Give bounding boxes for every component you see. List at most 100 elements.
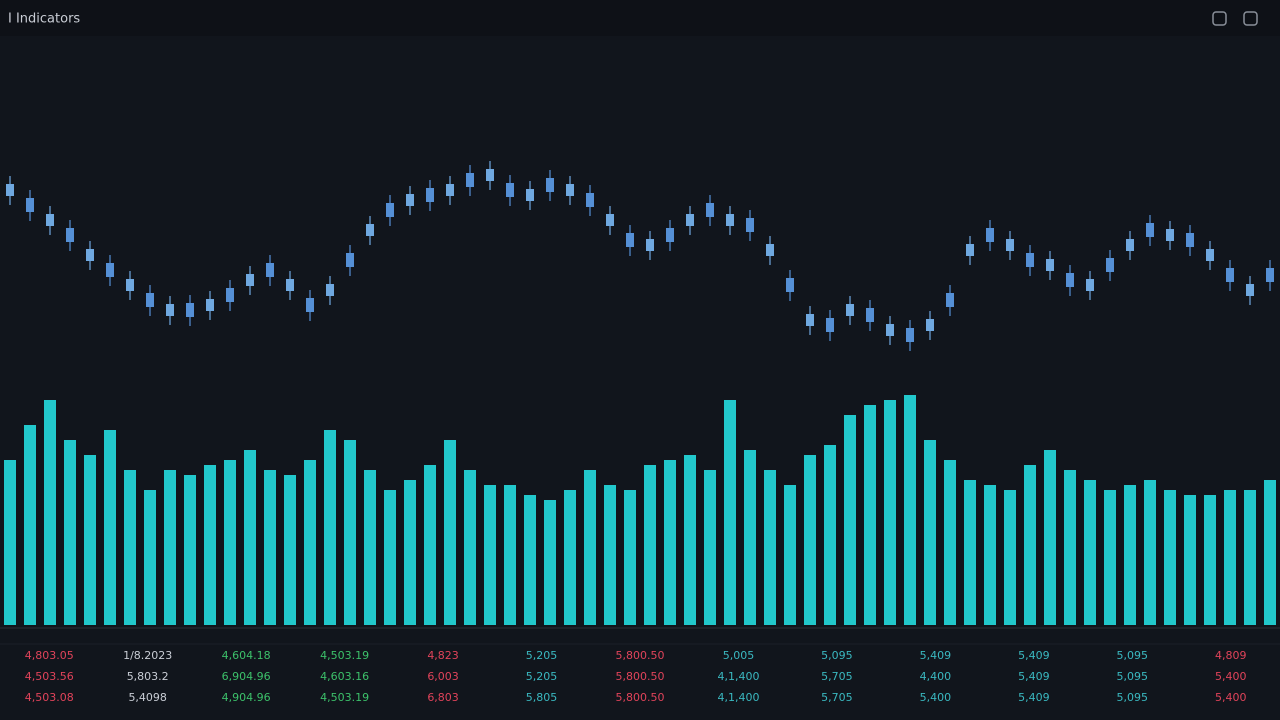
indicator-title[interactable]: I Indicators (8, 12, 80, 27)
volume-bar (1144, 480, 1156, 625)
candle-body (526, 189, 534, 201)
volume-bar (1164, 490, 1176, 625)
candle-body (406, 194, 414, 206)
volume-bar (264, 470, 276, 625)
candle-body (446, 184, 454, 196)
footer-value: 5,400 (920, 691, 952, 704)
volume-bar (704, 470, 716, 625)
volume-bar (184, 475, 196, 625)
volume-bar (1204, 495, 1216, 625)
candle-body (206, 299, 214, 311)
footer-value: 5,095 (1117, 649, 1149, 662)
candle-body (926, 319, 934, 331)
volume-bar (1184, 495, 1196, 625)
candle-body (566, 184, 574, 196)
footer-value: 5,4098 (128, 691, 167, 704)
candle-body (1186, 233, 1194, 247)
volume-bar (404, 480, 416, 625)
volume-bar (684, 455, 696, 625)
candle-body (846, 304, 854, 316)
volume-bar (164, 470, 176, 625)
footer-value: 4,904.96 (222, 691, 271, 704)
volume-bar (784, 485, 796, 625)
candle-body (686, 214, 694, 226)
candle-body (426, 188, 434, 202)
candle-body (246, 274, 254, 286)
footer-value: 5,803.2 (127, 670, 169, 683)
candle-body (66, 228, 74, 242)
candle-body (1166, 229, 1174, 241)
volume-bar (1224, 490, 1236, 625)
volume-bar (124, 470, 136, 625)
footer-value: 5,400 (1215, 670, 1247, 683)
footer-value: 5,705 (821, 670, 853, 683)
footer-value: 5,400 (1215, 691, 1247, 704)
volume-bar (284, 475, 296, 625)
footer-value: 5,805 (526, 691, 558, 704)
volume-bar (1084, 480, 1096, 625)
footer-value: 5,005 (723, 649, 755, 662)
volume-bar (304, 460, 316, 625)
volume-bar (24, 425, 36, 625)
settings-icon[interactable] (1212, 11, 1227, 26)
volume-bar (604, 485, 616, 625)
volume-bar (824, 445, 836, 625)
candle-body (966, 244, 974, 256)
volume-bar (844, 415, 856, 625)
candle-body (326, 284, 334, 296)
volume-bar (244, 450, 256, 625)
volume-bar (944, 460, 956, 625)
volume-bar (144, 490, 156, 625)
volume-bar (764, 470, 776, 625)
volume-bar (84, 455, 96, 625)
candle-body (1146, 223, 1154, 237)
footer-value: 4,503.56 (25, 670, 74, 683)
candle-body (986, 228, 994, 242)
candle-body (546, 178, 554, 192)
candle-body (766, 244, 774, 256)
volume-bar (864, 405, 876, 625)
volume-bar (1124, 485, 1136, 625)
close-icon[interactable] (1243, 11, 1258, 26)
candle-body (86, 249, 94, 261)
volume-bar (924, 440, 936, 625)
candle-body (1266, 268, 1274, 282)
candle-body (486, 169, 494, 181)
candle-body (266, 263, 274, 277)
candle-body (786, 278, 794, 292)
candle-body (106, 263, 114, 277)
candle-body (146, 293, 154, 307)
footer-value: 5,409 (1018, 670, 1050, 683)
footer-value: 4,809 (1215, 649, 1247, 662)
candle-body (286, 279, 294, 291)
volume-bar (1244, 490, 1256, 625)
candle-body (506, 183, 514, 197)
volume-bar (964, 480, 976, 625)
candle-body (366, 224, 374, 236)
candle-body (606, 214, 614, 226)
candle-body (906, 328, 914, 342)
candle-body (1206, 249, 1214, 261)
volume-bar (424, 465, 436, 625)
volume-bar (44, 400, 56, 625)
footer-value: 4,603.16 (320, 670, 369, 683)
candle-body (306, 298, 314, 312)
candle-body (826, 318, 834, 332)
candle-body (1126, 239, 1134, 251)
volume-bar (884, 400, 896, 625)
footer-value: 4,1,400 (717, 670, 759, 683)
volume-bar (104, 430, 116, 625)
volume-bar (204, 465, 216, 625)
footer-value: 5,095 (821, 649, 853, 662)
volume-bar (1104, 490, 1116, 625)
candle-body (346, 253, 354, 267)
volume-bar (64, 440, 76, 625)
volume-bar (1024, 465, 1036, 625)
volume-bar (1264, 480, 1276, 625)
footer-value: 5,800.50 (616, 691, 665, 704)
footer-value: 6,803 (427, 691, 459, 704)
volume-bar (324, 430, 336, 625)
volume-bar (524, 495, 536, 625)
candle-body (726, 214, 734, 226)
